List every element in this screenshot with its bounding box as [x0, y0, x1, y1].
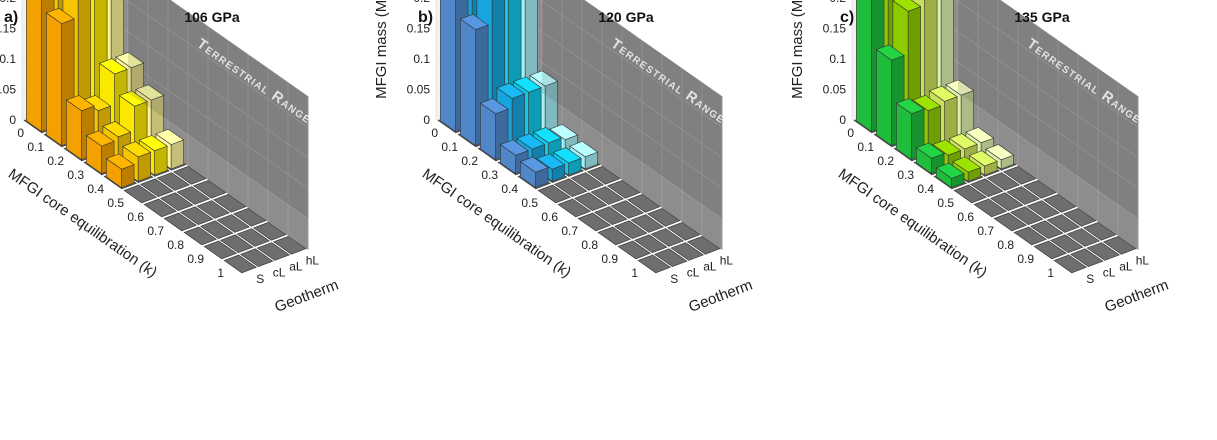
z-tick-label: 0.1 — [413, 52, 430, 66]
z-tick-label: 0.05 — [0, 83, 16, 97]
k-tick-label: 0.3 — [481, 168, 498, 182]
panel-label: b) — [418, 9, 433, 26]
k-tick-label: 0.1 — [857, 140, 874, 154]
geotherm-label: S — [256, 272, 264, 286]
k-tick-label: 0 — [17, 126, 24, 140]
k-tick-label: 0 — [431, 126, 438, 140]
geotherm-label: S — [670, 272, 678, 286]
k-tick-label: 0.4 — [501, 182, 518, 196]
panel-label: a) — [4, 9, 18, 26]
k-tick-label: 0.4 — [917, 182, 934, 196]
k-tick-label: 0.2 — [47, 154, 64, 168]
k-tick-label: 0.7 — [561, 224, 578, 238]
k-tick-label: 0.3 — [67, 168, 84, 182]
geotherm-label: hL — [306, 253, 320, 267]
bar-front — [876, 50, 891, 146]
bar-front — [856, 0, 871, 132]
geotherm-label: S — [1086, 272, 1094, 286]
y-axis-title: Geotherm — [686, 276, 754, 315]
z-tick-label: 0 — [423, 113, 430, 127]
geotherm-label: aL — [289, 260, 303, 274]
k-tick-label: 0.9 — [1017, 252, 1034, 266]
bar-side — [138, 152, 151, 181]
y-axis-title: Geotherm — [272, 276, 340, 315]
k-tick-label: 0.2 — [461, 154, 478, 168]
geotherm-label: cL — [687, 266, 700, 280]
z-tick-label: 0.1 — [0, 52, 16, 66]
geotherm-label: aL — [1119, 260, 1133, 274]
k-tick-label: 0.5 — [107, 196, 124, 210]
z-tick-label: 0 — [839, 113, 846, 127]
geotherm-label: cL — [273, 266, 286, 280]
chart-panel: Terrestrial Range00.050.10.150.20.2500.1… — [789, 0, 1171, 316]
z-tick-label: 0.2 — [0, 0, 16, 5]
chart-panel: Terrestrial Range00.050.10.150.20.2500.1… — [373, 0, 755, 316]
z-axis-title: MFGI mass (ME) — [373, 0, 392, 99]
k-tick-label: 0.3 — [897, 168, 914, 182]
panel-label: c) — [840, 9, 854, 26]
z-tick-label: 0.05 — [407, 83, 431, 97]
k-tick-label: 0.1 — [441, 140, 458, 154]
k-tick-label: 0.9 — [187, 252, 204, 266]
k-tick-label: 0.6 — [957, 210, 974, 224]
chart-panel: Terrestrial Range00.050.10.150.20.2500.1… — [0, 0, 341, 316]
z-tick-label: 0.05 — [823, 83, 847, 97]
k-tick-label: 0.7 — [147, 224, 164, 238]
k-tick-label: 1 — [217, 266, 224, 280]
bar-side — [155, 146, 168, 175]
k-tick-label: 0.1 — [27, 140, 44, 154]
k-tick-label: 0.7 — [977, 224, 994, 238]
k-tick-label: 0.2 — [877, 154, 894, 168]
k-tick-label: 0.8 — [997, 238, 1014, 252]
k-tick-label: 0.4 — [87, 182, 104, 196]
geotherm-label: aL — [703, 260, 717, 274]
k-tick-label: 0.5 — [521, 196, 538, 210]
bar-front — [26, 0, 41, 132]
chart-title: 120 GPa — [598, 9, 653, 25]
z-axis-title: MFGI mass (ME) — [789, 0, 808, 99]
z-tick-label: 0.2 — [829, 0, 846, 5]
k-tick-label: 0 — [847, 126, 854, 140]
z-tick-label: 0 — [9, 113, 16, 127]
y-axis-title: Geotherm — [1102, 276, 1170, 315]
z-axis-title-main: MFGI mass (M — [789, 0, 806, 99]
chart-title: 135 GPa — [1014, 9, 1069, 25]
k-tick-label: 0.6 — [127, 210, 144, 224]
bar-front — [46, 13, 61, 146]
chart-title: 106 GPa — [184, 9, 239, 25]
z-axis-title-main: MFGI mass (M — [373, 0, 390, 99]
k-tick-label: 0.9 — [601, 252, 618, 266]
k-tick-label: 1 — [1047, 266, 1054, 280]
k-tick-label: 0.6 — [541, 210, 558, 224]
bar-front — [440, 0, 455, 132]
k-tick-label: 0.8 — [167, 238, 184, 252]
z-tick-label: 0.1 — [829, 52, 846, 66]
z-tick-label: 0.2 — [413, 0, 430, 5]
geotherm-label: hL — [720, 253, 734, 267]
geotherm-label: cL — [1103, 266, 1116, 280]
k-tick-label: 0.5 — [937, 196, 954, 210]
bar-front — [460, 19, 475, 146]
k-tick-label: 0.8 — [581, 238, 598, 252]
k-tick-label: 1 — [631, 266, 638, 280]
geotherm-label: hL — [1136, 253, 1150, 267]
bar-side — [171, 140, 184, 169]
